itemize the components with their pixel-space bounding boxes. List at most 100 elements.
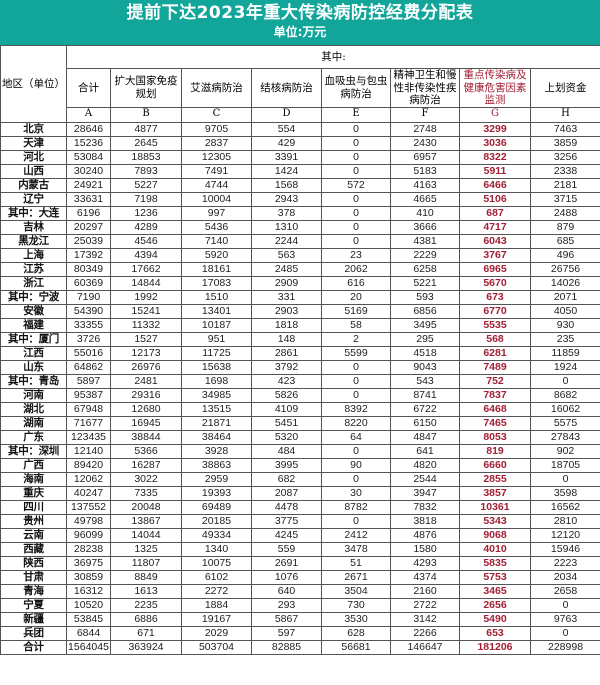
value-cell: 2412 [321, 527, 391, 543]
value-cell: 20185 [181, 513, 252, 529]
value-cell: 3726 [66, 331, 111, 347]
value-cell: 484 [251, 443, 322, 459]
table-row: 陕西 36975 11807 10075 2691 51 4293 5835 2223 [0, 555, 600, 571]
value-cell: 16945 [110, 415, 182, 431]
region-cell: 其中：深圳 [0, 443, 67, 459]
value-cell: 5169 [321, 303, 391, 319]
value-cell: 6196 [66, 205, 111, 221]
value-cell: 3857 [459, 485, 531, 501]
table-row: 海南 12062 3022 2959 682 0 2544 2855 0 [0, 471, 600, 487]
value-cell: 12120 [529, 527, 600, 543]
table-row: 其中：深圳 12140 5366 3928 484 0 641 819 902 [0, 443, 600, 459]
value-cell: 5835 [459, 555, 531, 571]
value-cell: 7463 [529, 121, 600, 137]
value-cell: 2229 [390, 247, 460, 263]
value-cell: 5575 [529, 415, 600, 431]
value-cell: 671 [110, 625, 182, 641]
value-cell: 2488 [529, 205, 600, 221]
value-cell: 653 [459, 625, 531, 641]
value-cell: 28238 [66, 541, 111, 557]
value-cell: 5320 [251, 429, 322, 445]
value-cell: 2029 [181, 625, 252, 641]
value-cell: 0 [321, 135, 391, 151]
value-cell: 10004 [181, 191, 252, 207]
value-cell: 2235 [110, 597, 182, 613]
value-cell: 3299 [459, 121, 531, 137]
value-cell: 2034 [529, 569, 600, 585]
value-cell: 54390 [66, 303, 111, 319]
value-cell: 3478 [321, 541, 391, 557]
table-row: 甘肃 30859 8849 6102 1076 2671 4374 5753 2034 [0, 569, 600, 585]
value-cell: 17083 [181, 275, 252, 291]
value-cell: 0 [321, 163, 391, 179]
value-cell: 572 [321, 177, 391, 193]
value-cell: 6281 [459, 345, 531, 361]
column-letter-f: F [390, 106, 460, 123]
value-cell: 0 [529, 625, 600, 641]
value-cell: 95387 [66, 387, 111, 403]
value-cell: 2810 [529, 513, 600, 529]
value-cell: 2544 [390, 471, 460, 487]
value-cell: 673 [459, 289, 531, 305]
value-cell: 2338 [529, 163, 600, 179]
value-cell: 2223 [529, 555, 600, 571]
value-cell: 5183 [390, 163, 460, 179]
value-cell: 3995 [251, 457, 322, 473]
value-cell: 24921 [66, 177, 111, 193]
value-cell: 36975 [66, 555, 111, 571]
value-cell: 4010 [459, 541, 531, 557]
region-cell: 其中：大连 [0, 205, 67, 221]
value-cell: 14844 [110, 275, 182, 291]
value-cell: 15241 [110, 303, 182, 319]
region-cell: 内蒙古 [0, 177, 67, 193]
value-cell: 4293 [390, 555, 460, 571]
value-cell: 8682 [529, 387, 600, 403]
value-cell: 20 [321, 289, 391, 305]
value-cell: 410 [390, 205, 460, 221]
value-cell: 16062 [529, 401, 600, 417]
value-cell: 0 [321, 471, 391, 487]
value-cell: 1818 [251, 317, 322, 333]
value-cell: 148 [251, 331, 322, 347]
value-cell: 33631 [66, 191, 111, 207]
table-row: 湖南 71677 16945 21871 5451 8220 6150 7465 5575 [0, 415, 600, 431]
value-cell: 34985 [181, 387, 252, 403]
value-cell: 90 [321, 457, 391, 473]
value-cell: 423 [251, 373, 322, 389]
value-cell: 5106 [459, 191, 531, 207]
value-cell: 4518 [390, 345, 460, 361]
value-cell: 9068 [459, 527, 531, 543]
qizhong-header: 其中: [65, 45, 600, 69]
value-cell: 5920 [181, 247, 252, 263]
value-cell: 4163 [390, 177, 460, 193]
value-cell: 1325 [110, 541, 182, 557]
value-cell: 15236 [66, 135, 111, 151]
value-cell: 503704 [181, 639, 252, 655]
value-cell: 3792 [251, 359, 322, 375]
value-cell: 3947 [390, 485, 460, 501]
value-cell: 15946 [529, 541, 600, 557]
value-cell: 14044 [110, 527, 182, 543]
value-cell: 2481 [110, 373, 182, 389]
value-cell: 82885 [251, 639, 322, 655]
value-cell: 30859 [66, 569, 111, 585]
value-cell: 5911 [459, 163, 531, 179]
value-cell: 3715 [529, 191, 600, 207]
region-cell: 合计 [0, 639, 67, 655]
value-cell: 616 [321, 275, 391, 291]
value-cell: 6957 [390, 149, 460, 165]
value-cell: 378 [251, 205, 322, 221]
value-cell: 2855 [459, 471, 531, 487]
region-cell: 黑龙江 [0, 233, 67, 249]
unit-label: 单位:万元 [273, 25, 327, 39]
value-cell: 4744 [181, 177, 252, 193]
value-cell: 89420 [66, 457, 111, 473]
table-row: 贵州 49798 13867 20185 3775 0 3818 5343 2810 [0, 513, 600, 529]
value-cell: 14026 [529, 275, 600, 291]
table-row: 兵团 6844 671 2029 597 628 2266 653 0 [0, 625, 600, 641]
value-cell: 1527 [110, 331, 182, 347]
region-cell: 四川 [0, 499, 67, 515]
region-cell: 宁夏 [0, 597, 67, 613]
value-cell: 930 [529, 317, 600, 333]
value-cell: 9043 [390, 359, 460, 375]
